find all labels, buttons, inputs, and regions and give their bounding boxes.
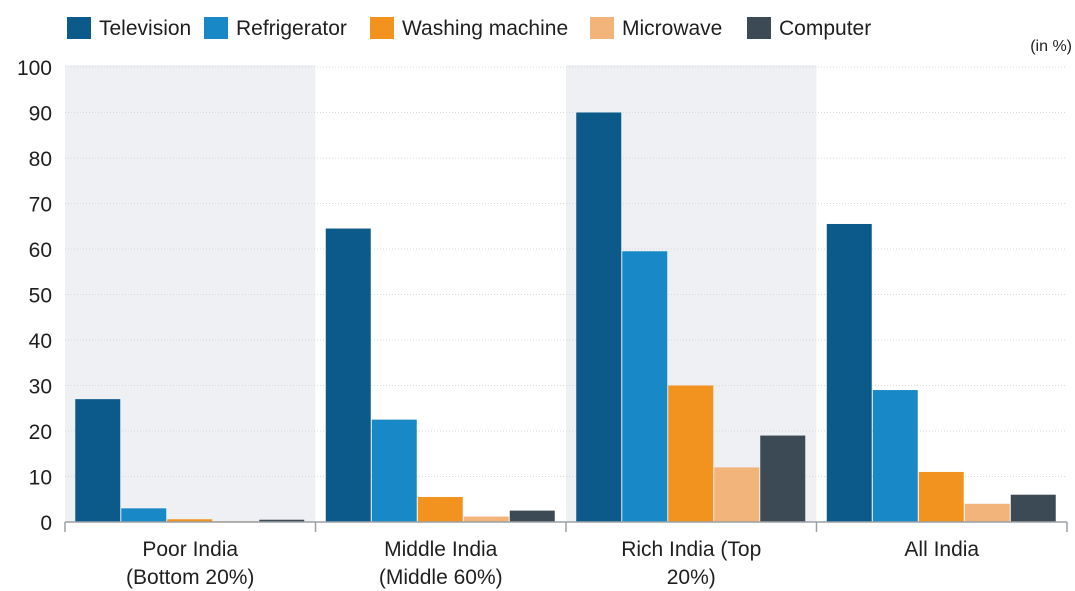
y-tick-label: 10: [29, 467, 52, 490]
bar: [509, 510, 555, 522]
bar: [1010, 494, 1056, 522]
category-label: Middle India (Middle 60%): [379, 538, 503, 589]
bars: [75, 112, 1056, 522]
bar: [826, 223, 872, 522]
y-tick-label: 20: [29, 421, 52, 444]
legend-label: Washing machine: [402, 17, 568, 40]
bar: [964, 503, 1010, 522]
category-label: Poor India (Bottom 20%): [126, 538, 254, 589]
legend-swatch: [204, 17, 228, 39]
legend-item: Refrigerator: [204, 17, 347, 40]
y-axis: 0 10 20 30 40 50 60 70 80 90 100: [17, 57, 52, 535]
bar: [75, 399, 121, 522]
legend-item: Television: [67, 17, 191, 40]
y-tick-label: 50: [29, 285, 52, 308]
legend: Television Refrigerator Washing machine Mic…: [67, 17, 871, 40]
y-tick-label: 80: [29, 148, 52, 171]
bar: [259, 519, 305, 522]
legend-swatch: [67, 17, 91, 39]
bar: [576, 112, 622, 522]
legend-label: Microwave: [622, 17, 722, 40]
bar: [760, 435, 806, 522]
legend-swatch: [370, 17, 394, 39]
legend-label: Refrigerator: [236, 17, 347, 40]
bar: [622, 251, 668, 522]
legend-label: Computer: [779, 17, 871, 40]
legend-swatch: [747, 17, 771, 39]
y-tick-label: 90: [29, 103, 52, 126]
bar: [463, 516, 509, 522]
bar: [325, 228, 371, 522]
bar: [167, 519, 213, 522]
y-tick-label: 60: [29, 239, 52, 262]
category-label: All India: [904, 538, 979, 561]
y-tick-label: 0: [40, 512, 52, 535]
bar: [714, 467, 760, 522]
bar: [668, 385, 714, 522]
bar: [121, 508, 167, 522]
legend-item: Computer: [747, 17, 871, 40]
bar: [918, 471, 964, 522]
legend-swatch: [590, 17, 614, 39]
unit-label: (in %): [1030, 38, 1072, 55]
legend-label: Television: [99, 17, 191, 40]
category-label: Rich India (Top 20%): [621, 538, 761, 589]
y-tick-label: 40: [29, 330, 52, 353]
bar: [872, 390, 918, 522]
legend-item: Washing machine: [370, 17, 568, 40]
y-tick-label: 70: [29, 194, 52, 217]
x-axis: Poor India (Bottom 20%) Middle India (Middl…: [64, 521, 1068, 589]
y-tick-label: 100: [17, 57, 52, 80]
bar: [371, 419, 417, 522]
legend-item: Microwave: [590, 17, 722, 40]
y-tick-label: 30: [29, 376, 52, 399]
bar: [417, 496, 463, 522]
